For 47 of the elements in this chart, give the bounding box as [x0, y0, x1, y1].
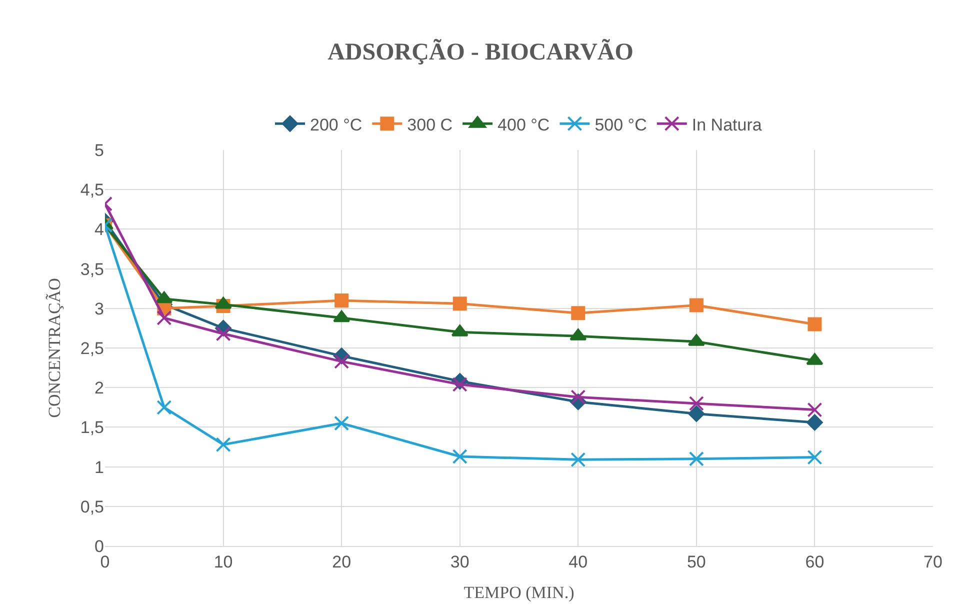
point: [452, 296, 467, 311]
y-tick-label: 2,5: [80, 338, 104, 358]
point: [689, 298, 704, 312]
legend-label: In Natura: [692, 115, 762, 134]
x-tick-label: 50: [686, 552, 706, 572]
point: [452, 376, 468, 392]
point: [806, 414, 823, 431]
x-axis-title: TEMPO (MIN.): [464, 582, 574, 602]
point: [334, 293, 349, 308]
y-tick-label: 1,5: [80, 418, 104, 438]
point: [452, 449, 468, 464]
y-tick-label: 1: [94, 458, 104, 477]
point: [688, 451, 704, 466]
y-tick-label: 5: [94, 140, 104, 160]
point: [156, 400, 172, 415]
y-tick-label: 0,5: [80, 497, 104, 516]
point: [570, 390, 586, 405]
x-tick-label: 70: [924, 552, 942, 572]
x-tick-label: 20: [332, 552, 352, 572]
point: [216, 437, 231, 452]
legend-label: 200 °C: [310, 115, 362, 134]
point: [216, 326, 231, 342]
legend-label: 500 °C: [594, 115, 647, 134]
point: [156, 310, 172, 326]
x-tick-label: 10: [214, 552, 233, 572]
point: [571, 306, 586, 320]
chart-title: ADSORÇÃO - BIOCARVÃO: [328, 38, 634, 66]
point: [570, 452, 586, 468]
y-axis-title: CONCENTRAÇÃO: [44, 278, 64, 418]
legend-label: 300 C: [407, 115, 453, 134]
point: [688, 396, 704, 411]
y-tick-label: 4,5: [80, 180, 104, 200]
x-tick-label: 40: [568, 552, 588, 572]
x-tick-label: 60: [805, 552, 824, 572]
point: [334, 416, 350, 431]
legend-label: 400 °C: [498, 115, 550, 134]
point: [807, 402, 822, 418]
y-tick-label: 2: [94, 378, 104, 398]
point: [334, 354, 350, 369]
y-tick-label: 4: [94, 220, 104, 240]
y-tick-label: 0: [94, 536, 104, 556]
point: [807, 450, 822, 465]
y-tick-label: 3: [94, 299, 104, 318]
point: [808, 317, 822, 332]
x-tick-label: 30: [450, 552, 470, 572]
y-tick-label: 3,5: [80, 260, 104, 279]
point: [688, 406, 705, 422]
